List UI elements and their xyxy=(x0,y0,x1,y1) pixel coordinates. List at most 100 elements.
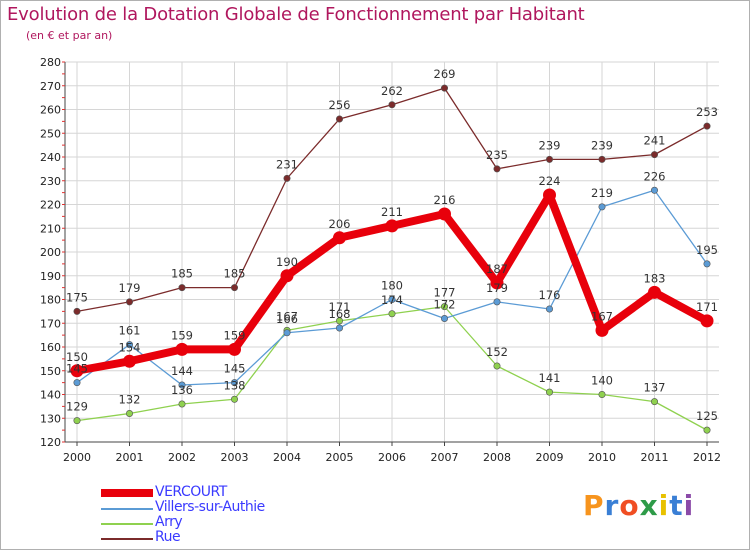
y-tick-label: 170 xyxy=(40,317,61,330)
data-label: 219 xyxy=(591,186,613,200)
data-label: 171 xyxy=(329,300,351,314)
data-label: 141 xyxy=(539,371,561,385)
data-point xyxy=(648,286,661,299)
data-point xyxy=(651,398,657,404)
legend-label: Villers-sur-Authie xyxy=(155,499,265,515)
y-tick-label: 180 xyxy=(40,294,61,307)
data-label: 179 xyxy=(486,281,508,295)
data-label: 167 xyxy=(591,309,613,323)
x-tick-label: 2005 xyxy=(326,451,354,464)
data-label: 211 xyxy=(381,205,403,219)
data-point xyxy=(74,308,80,314)
logo-letter: i xyxy=(659,489,670,522)
data-label: 216 xyxy=(434,193,456,207)
data-label: 195 xyxy=(696,243,718,257)
y-tick-label: 150 xyxy=(40,365,61,378)
data-label: 174 xyxy=(381,293,403,307)
data-point xyxy=(438,208,451,221)
data-point xyxy=(441,315,447,321)
data-point xyxy=(281,269,294,282)
data-label: 171 xyxy=(696,300,718,314)
data-label: 226 xyxy=(644,169,666,183)
data-label: 136 xyxy=(171,383,193,397)
line-chart: 1201301401501601701801902002102202302402… xyxy=(1,1,749,549)
logo-letter: P xyxy=(583,489,605,522)
data-point xyxy=(179,401,185,407)
data-point xyxy=(284,330,290,336)
data-label: 159 xyxy=(171,328,193,342)
data-label: 224 xyxy=(539,174,561,188)
logo-letter: o xyxy=(619,489,639,522)
y-tick-label: 200 xyxy=(40,246,61,259)
data-point xyxy=(333,231,346,244)
x-tick-label: 2002 xyxy=(168,451,196,464)
y-tick-label: 230 xyxy=(40,175,61,188)
data-label: 132 xyxy=(119,393,141,407)
x-tick-label: 2006 xyxy=(378,451,406,464)
data-point xyxy=(546,389,552,395)
legend-label: Rue xyxy=(155,529,180,545)
data-label: 239 xyxy=(591,138,613,152)
x-tick-label: 2011 xyxy=(641,451,669,464)
y-tick-label: 270 xyxy=(40,80,61,93)
data-label: 239 xyxy=(539,138,561,152)
data-point xyxy=(546,156,552,162)
data-point xyxy=(651,187,657,193)
data-label: 137 xyxy=(644,381,666,395)
data-label: 185 xyxy=(171,267,193,281)
data-point xyxy=(494,363,500,369)
x-tick-label: 2004 xyxy=(273,451,301,464)
data-point xyxy=(543,189,556,202)
data-point xyxy=(701,314,714,327)
data-point xyxy=(386,219,399,232)
y-tick-label: 210 xyxy=(40,222,61,235)
data-label: 179 xyxy=(119,281,141,295)
y-tick-label: 140 xyxy=(40,389,61,402)
y-tick-label: 260 xyxy=(40,104,61,117)
x-tick-label: 2001 xyxy=(116,451,144,464)
logo-letter: r xyxy=(605,489,620,522)
data-point xyxy=(284,175,290,181)
data-label: 125 xyxy=(696,409,718,423)
y-tick-label: 240 xyxy=(40,151,61,164)
data-label: 144 xyxy=(171,364,193,378)
data-point xyxy=(179,284,185,290)
data-label: 185 xyxy=(224,267,246,281)
data-label: 190 xyxy=(276,255,298,269)
data-point xyxy=(126,410,132,416)
data-point xyxy=(74,417,80,423)
data-point xyxy=(74,379,80,385)
y-tick-label: 190 xyxy=(40,270,61,283)
data-point xyxy=(599,156,605,162)
data-label: 187 xyxy=(486,262,508,276)
data-label: 262 xyxy=(381,84,403,98)
data-point xyxy=(231,284,237,290)
data-point xyxy=(599,391,605,397)
data-point xyxy=(231,396,237,402)
data-point xyxy=(494,166,500,172)
data-point xyxy=(546,306,552,312)
data-point xyxy=(176,343,189,356)
data-label: 256 xyxy=(329,98,351,112)
y-tick-label: 130 xyxy=(40,412,61,425)
data-point xyxy=(336,116,342,122)
data-label: 167 xyxy=(276,309,298,323)
legend-swatch xyxy=(101,523,153,525)
y-tick-label: 160 xyxy=(40,341,61,354)
data-point xyxy=(704,261,710,267)
x-tick-label: 2009 xyxy=(536,451,564,464)
data-label: 138 xyxy=(224,378,246,392)
data-point xyxy=(336,325,342,331)
data-point xyxy=(704,427,710,433)
data-point xyxy=(389,102,395,108)
data-point xyxy=(389,311,395,317)
data-label: 175 xyxy=(66,290,88,304)
legend-swatch xyxy=(101,508,153,510)
data-point xyxy=(596,324,609,337)
legend-swatch xyxy=(101,489,153,497)
y-tick-label: 120 xyxy=(40,436,61,449)
data-point xyxy=(126,299,132,305)
y-tick-label: 280 xyxy=(40,56,61,69)
data-label: 145 xyxy=(224,362,246,376)
data-label: 161 xyxy=(119,324,141,338)
